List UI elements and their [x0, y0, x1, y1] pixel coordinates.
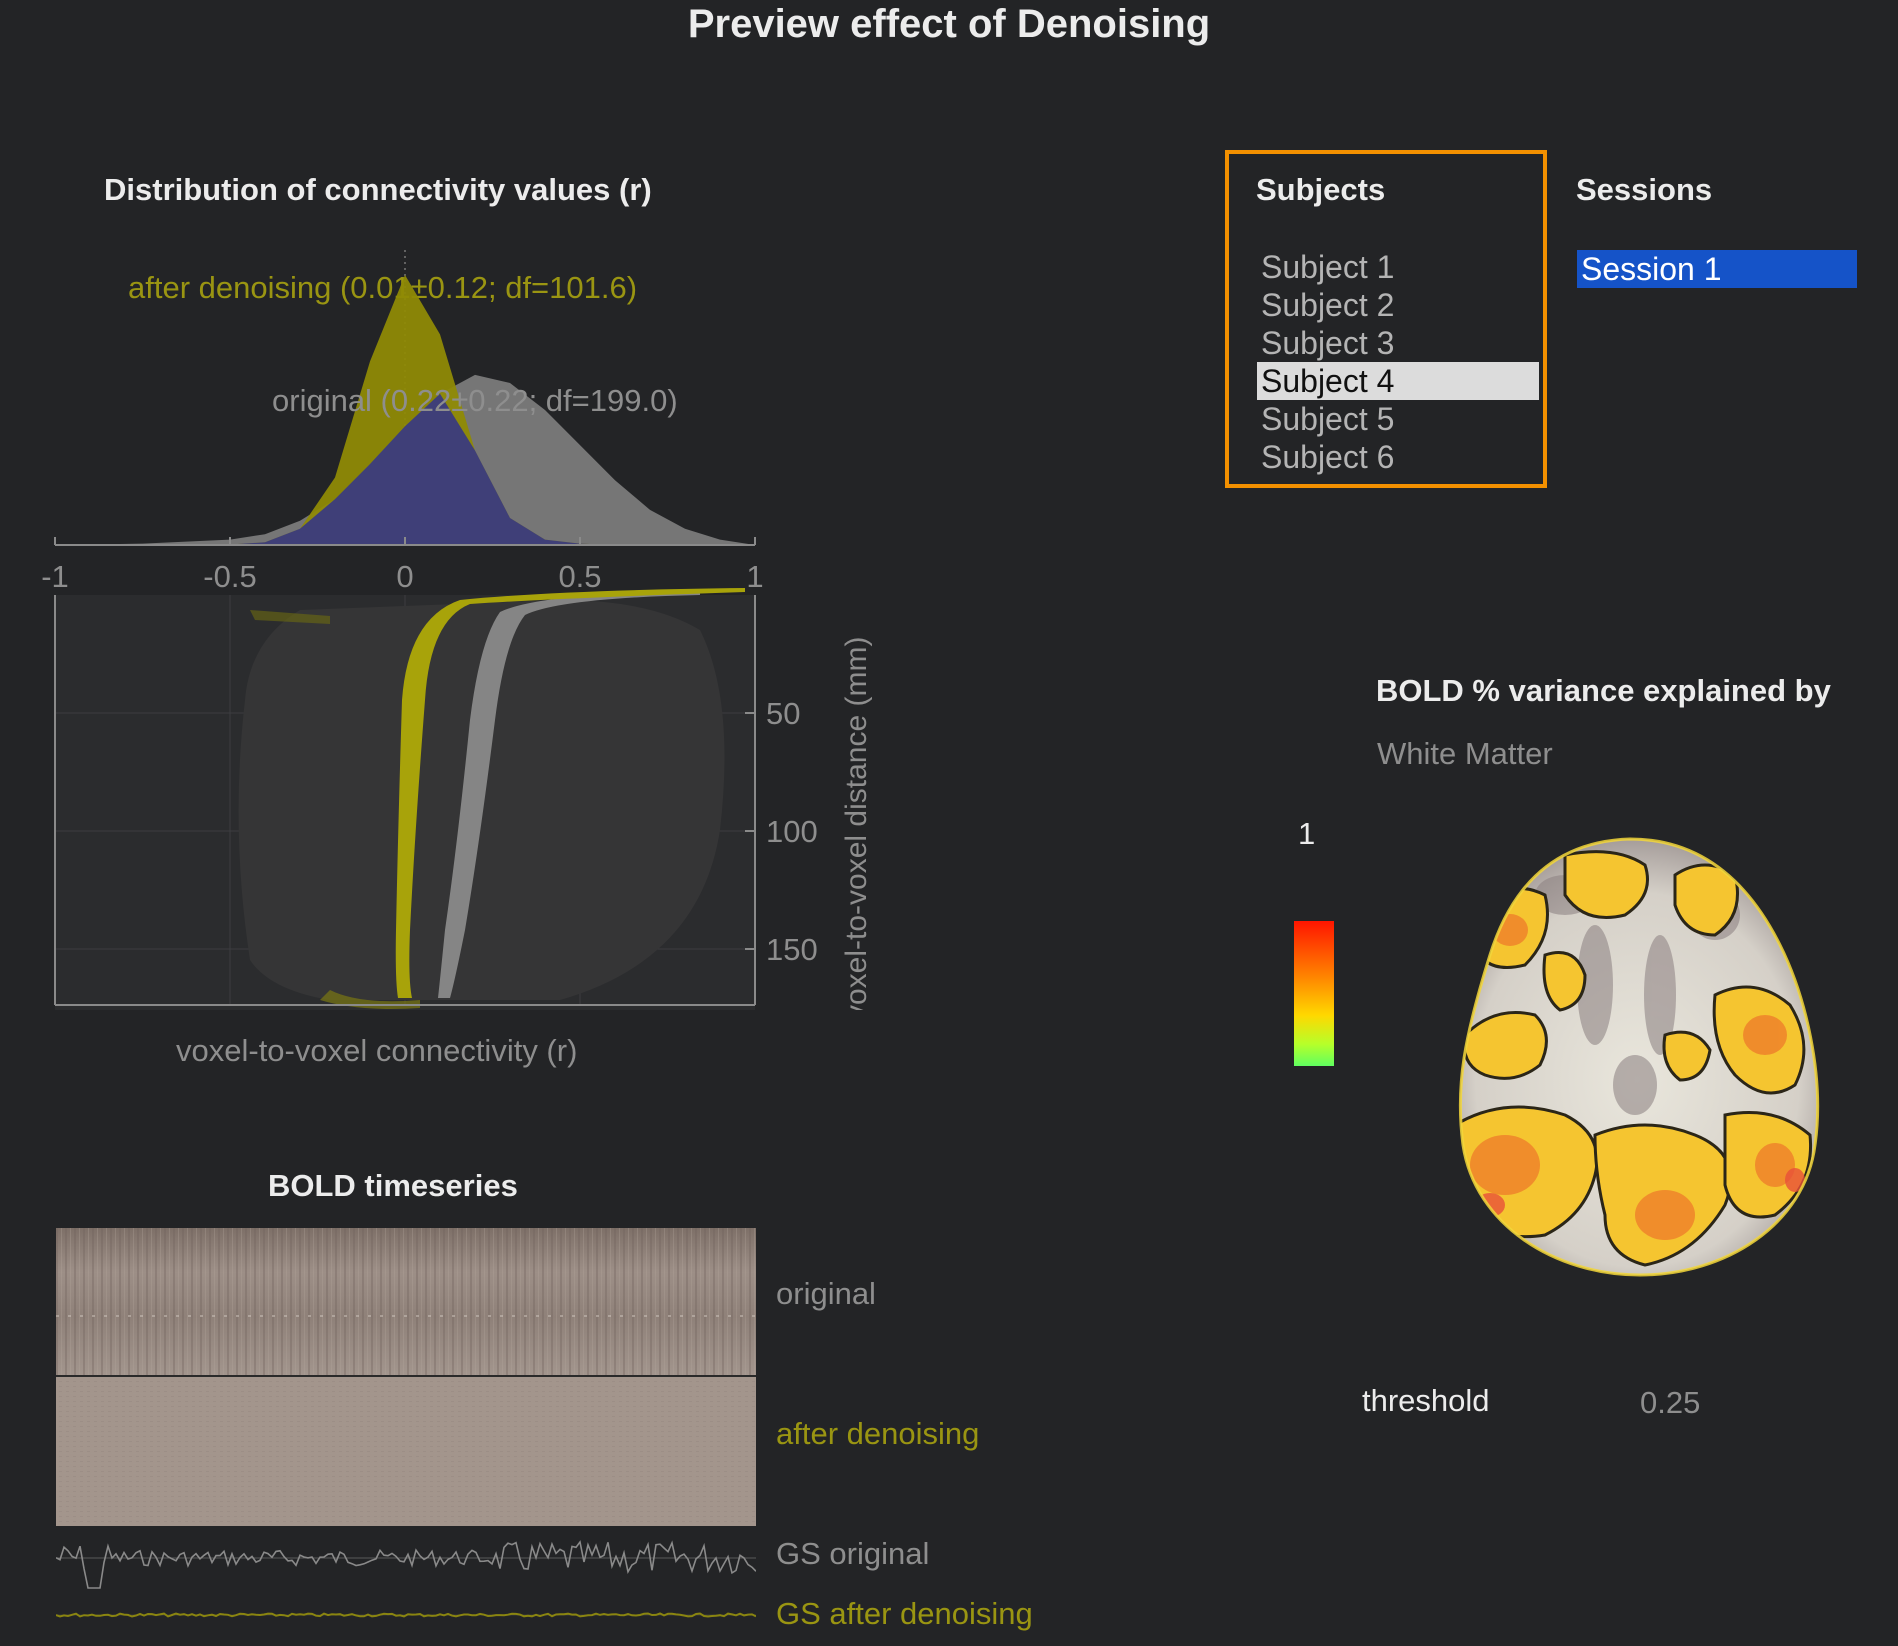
colorbar: [1294, 921, 1334, 1066]
original-label: original (0.22±0.22; df=199.0): [272, 383, 678, 418]
subjects-title: Subjects: [1256, 172, 1386, 207]
x-tick-label: 0: [396, 559, 413, 594]
brain-slice-map: [1458, 837, 1820, 1277]
subject-item-6[interactable]: Subject 6: [1261, 439, 1395, 475]
threshold-label: threshold: [1362, 1383, 1490, 1418]
y-tick-150: 150: [766, 932, 818, 967]
x-tick-label: -0.5: [203, 559, 256, 594]
after-denoising-scatter-band: [395, 588, 745, 998]
gs-original-trace: [56, 1540, 756, 1589]
x-tick-label: -1: [41, 559, 69, 594]
bold-timeseries-plot: [56, 1228, 756, 1618]
y-tick-50: 50: [766, 696, 800, 731]
variance-title: BOLD % variance explained by: [1376, 673, 1831, 708]
colorbar-max-label: 1: [1298, 816, 1316, 851]
subject-item-5[interactable]: Subject 5: [1261, 401, 1395, 437]
subject-item-1[interactable]: Subject 1: [1261, 249, 1395, 285]
subject-item-4[interactable]: Subject 4: [1257, 362, 1539, 400]
timeseries-after-label: after denoising: [776, 1416, 980, 1451]
x-tick-label: 1: [746, 559, 763, 594]
sessions-title: Sessions: [1576, 172, 1713, 207]
subject-item-3[interactable]: Subject 3: [1261, 325, 1395, 361]
gs-after-label: GS after denoising: [776, 1596, 1033, 1631]
distribution-chart: -1 -0.5 0 0.5 1: [41, 250, 764, 594]
distribution-title: Distribution of connectivity values (r): [104, 172, 652, 207]
subjects-selection-box: [1225, 150, 1547, 488]
timeseries-original-label: original: [776, 1276, 876, 1311]
gs-original-label: GS original: [776, 1536, 930, 1571]
y-axis-label: voxel-to-voxel distance (mm): [840, 637, 873, 1010]
covariate-label[interactable]: White Matter: [1377, 736, 1553, 771]
after-denoising-distribution-area: [55, 275, 755, 545]
subject-item-2[interactable]: Subject 2: [1261, 287, 1395, 323]
threshold-input[interactable]: 0.25: [1640, 1385, 1701, 1420]
x-tick-label: 0.5: [558, 559, 601, 594]
session-item-1[interactable]: Session 1: [1577, 250, 1857, 288]
overlap-distribution-area: [55, 393, 755, 545]
y-tick-100: 100: [766, 814, 818, 849]
after-denoising-label: after denoising (0.01±0.12; df=101.6): [128, 270, 638, 305]
distance-scatter-plot: 50 100 150 voxel-to-voxel distance (mm): [54, 588, 873, 1010]
bold-timeseries-title: BOLD timeseries: [268, 1168, 518, 1203]
x-axis-label: voxel-to-voxel connectivity (r): [176, 1033, 578, 1068]
gs-after-denoising-trace: [56, 1612, 756, 1618]
page-title: Preview effect of Denoising: [687, 2, 1211, 46]
subjects-list[interactable]: Subject 1 Subject 2 Subject 3 Subject 4 …: [1257, 248, 1539, 476]
